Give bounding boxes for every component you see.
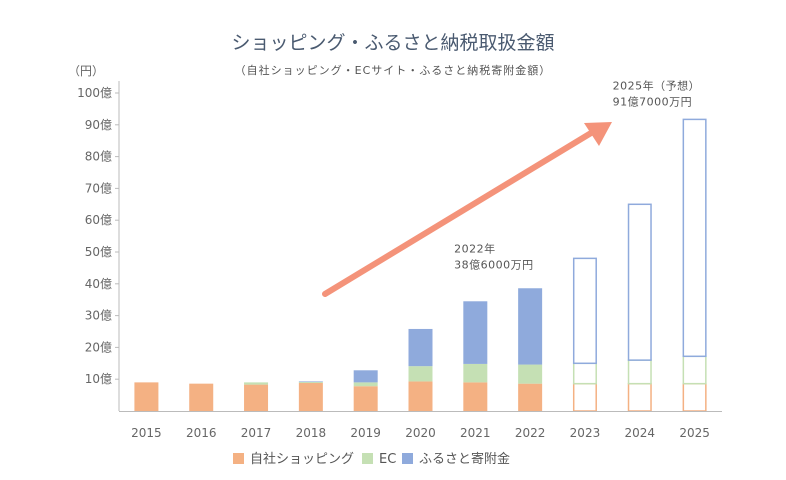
- bar-2018-series-2: [298, 381, 323, 383]
- bar-2018-series-0: [298, 383, 323, 411]
- bar-2019-series-0: [353, 386, 378, 411]
- x-tick-label: 2020: [405, 426, 436, 440]
- bar-2020-series-1: [408, 366, 433, 382]
- legend: 自社ショッピング EC ふるさと寄附金: [233, 451, 510, 467]
- bar-2019-series-1: [353, 382, 378, 387]
- x-tick-label: 2019: [350, 426, 381, 440]
- legend-swatch: [233, 453, 244, 464]
- bar-2019-series-2: [353, 370, 378, 383]
- trend-arrow: [322, 122, 612, 297]
- legend-label: ふるさと寄附金: [419, 451, 510, 467]
- bar-2024-series-1: [627, 359, 652, 385]
- y-tick-label: 60億: [85, 213, 112, 227]
- x-tick-label: 2024: [624, 426, 655, 440]
- bar-2022-series-0: [518, 383, 543, 411]
- bar-2017-series-1: [244, 382, 269, 385]
- y-tick-label: 10億: [85, 372, 112, 386]
- trend-arrow-shaft: [322, 127, 599, 297]
- annotation-line: 2025年（予想）: [613, 78, 701, 92]
- annotation-line: 2022年: [454, 241, 496, 255]
- legend-swatch: [362, 453, 373, 464]
- chart-title: ショッピング・ふるさと納税取扱金額: [231, 32, 554, 54]
- legend-swatch: [402, 453, 413, 464]
- y-unit-label: （円）: [68, 64, 104, 78]
- bar-2025-series-1: [682, 355, 707, 385]
- x-tick-label: 2023: [570, 426, 601, 440]
- bar-2025-series-2: [682, 118, 707, 358]
- bar-2023-series-0: [572, 382, 597, 412]
- annotation-line: 38億6000万円: [454, 258, 534, 271]
- bar-2021-series-1: [463, 363, 488, 383]
- x-tick-label: 2021: [460, 426, 491, 440]
- bar-2022-series-1: [518, 364, 543, 384]
- y-tick-label: 90億: [85, 118, 112, 132]
- bar-2021-series-2: [463, 301, 488, 364]
- bars: [134, 118, 707, 412]
- x-tick-label: 2025: [679, 426, 710, 440]
- bar-2022-series-2: [518, 288, 543, 365]
- y-tick-label: 30億: [85, 309, 112, 323]
- y-tick-label: 20億: [85, 340, 112, 354]
- bar-2021-series-0: [463, 382, 488, 411]
- bar-2020-series-0: [408, 381, 433, 411]
- bar-2016-series-0: [189, 383, 214, 411]
- y-tick-label: 100億: [77, 86, 112, 100]
- bar-2015-series-0: [134, 382, 159, 411]
- x-tick-label: 2017: [241, 426, 272, 440]
- trend-arrow-head: [584, 122, 612, 146]
- legend-label: 自社ショッピング: [250, 451, 354, 467]
- bar-2024-series-2: [627, 203, 652, 361]
- annotation-line: 91億7000万円: [613, 95, 693, 108]
- bar-2025-series-0: [682, 382, 707, 412]
- y-tick-label: 50億: [85, 245, 112, 259]
- annotations: 2022年 38億6000万円 2025年（予想） 91億7000万円: [454, 78, 701, 271]
- bar-2020-series-2: [408, 328, 433, 367]
- y-tick-label: 80億: [85, 150, 112, 164]
- x-tick-label: 2018: [296, 426, 327, 440]
- bar-2017-series-0: [244, 384, 269, 411]
- x-tick-label: 2015: [131, 426, 162, 440]
- y-tick-label: 40億: [85, 277, 112, 291]
- bar-2024-series-0: [627, 382, 652, 412]
- bar-2018-series-1: [298, 382, 323, 384]
- bar-2023-series-2: [572, 257, 597, 365]
- bar-2023-series-1: [572, 362, 597, 385]
- x-tick-label: 2016: [186, 426, 217, 440]
- y-tick-label: 70億: [85, 181, 112, 195]
- chart-subtitle: （自社ショッピング・ECサイト・ふるさと納税寄附金額）: [235, 63, 552, 77]
- x-tick-label: 2022: [515, 426, 546, 440]
- legend-label: EC: [379, 452, 396, 467]
- axes: 2015 2016 2017 2018 2019 2020 2021 2022 2023 2024…: [77, 81, 722, 440]
